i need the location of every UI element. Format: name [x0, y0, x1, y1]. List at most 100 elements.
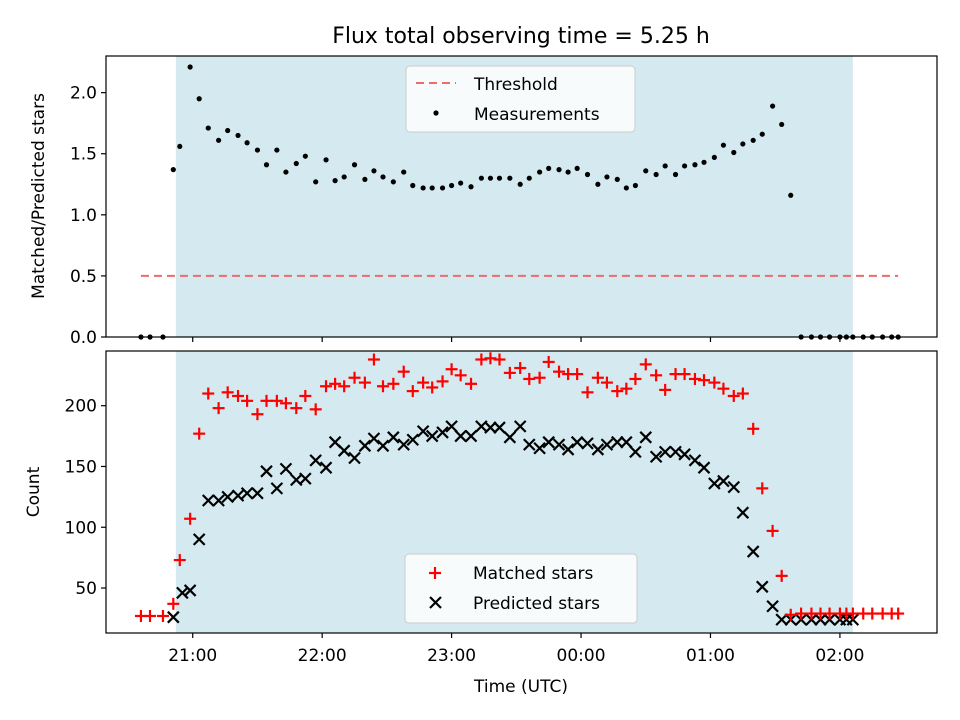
- measurement-point: [263, 162, 270, 168]
- measurement-point: [653, 171, 659, 178]
- matched-star-point: [678, 368, 691, 381]
- measurement-point: [496, 175, 503, 181]
- measurement-point: [681, 163, 688, 169]
- measurement-point: [643, 168, 649, 174]
- top-legend-box: [405, 65, 636, 133]
- matched-star-point: [173, 554, 186, 567]
- predicted-star-point: [260, 465, 273, 478]
- measurement-point: [274, 147, 280, 153]
- predicted-star-point: [611, 435, 624, 449]
- matched-star-point: [650, 369, 663, 382]
- x-tick-label: 01:00: [686, 646, 735, 666]
- predicted-star-point: [251, 486, 264, 500]
- measurement-point: [371, 168, 377, 174]
- matched-star-point: [320, 380, 333, 393]
- matched-star-point: [766, 524, 779, 537]
- predicted-star-point: [299, 472, 312, 485]
- predicted-star-point: [397, 438, 410, 451]
- measurement-point: [574, 165, 580, 171]
- bottom-y-tick-label: 200: [65, 397, 97, 417]
- measurement-point: [380, 174, 386, 180]
- predicted-star-point: [201, 494, 215, 507]
- measurement-point: [216, 137, 222, 143]
- measurement-point: [170, 167, 176, 173]
- top-y-tick-label: 0.5: [70, 267, 97, 287]
- measurement-point: [731, 149, 737, 156]
- matched-star-point: [299, 389, 312, 402]
- matched-star-point: [727, 389, 740, 402]
- predicted-star-point: [688, 454, 702, 467]
- measurement-point: [537, 169, 543, 175]
- top-axes-frame: [105, 55, 938, 338]
- matched-star-point: [348, 371, 361, 384]
- matched-star-point: [620, 382, 633, 395]
- matched-star-point: [212, 402, 225, 415]
- measurement-point: [362, 176, 368, 182]
- bottom-legend-box: [404, 553, 638, 624]
- matched-star-point: [144, 609, 157, 622]
- matched-star-point: [659, 383, 672, 396]
- matched-star-point: [736, 387, 749, 400]
- measurement-point: [420, 185, 426, 191]
- measurement-point: [517, 181, 523, 187]
- predicted-star-point: [620, 435, 633, 449]
- top-y-tick-label: 0.0: [70, 328, 97, 348]
- measurement-point: [711, 154, 717, 161]
- measurement-point: [770, 103, 776, 109]
- matched-star-point: [290, 402, 303, 415]
- matched-star-point: [184, 512, 197, 525]
- top-y-tick-label: 1.0: [70, 206, 97, 226]
- predicted-star-point: [717, 474, 730, 488]
- matched-star-point: [866, 607, 879, 620]
- predicted-star-point: [319, 461, 333, 474]
- matched-stars-series: [134, 352, 905, 622]
- matched-star-point: [571, 368, 584, 381]
- measurement-point: [595, 181, 601, 187]
- predicted-star-point: [348, 451, 361, 465]
- matched-star-point: [367, 353, 380, 366]
- predicted-star-point: [221, 490, 234, 504]
- predicted-star-point: [658, 445, 672, 459]
- measurement-point: [672, 171, 679, 178]
- predicted-star-point: [846, 613, 860, 626]
- matched-star-point: [270, 394, 283, 407]
- bottom-legend: Matched stars Predicted stars: [404, 553, 638, 624]
- chart-title: Flux total observing time = 5.25 h: [332, 24, 710, 49]
- measurement-point: [701, 159, 707, 165]
- measurement-point: [740, 141, 746, 147]
- measurement-point: [779, 121, 785, 128]
- predicted-star-point: [503, 431, 517, 444]
- matched-star-point: [167, 597, 180, 610]
- measurement-point: [341, 174, 347, 180]
- matched-star-point: [251, 408, 264, 421]
- predicted-star-point: [454, 429, 467, 443]
- predicted-star-point: [805, 613, 818, 626]
- bottom-y-tick-label: 150: [65, 457, 97, 477]
- predicted-star-point: [678, 448, 691, 461]
- matched-star-point: [436, 375, 449, 388]
- x-tick-label: 22:00: [298, 646, 347, 666]
- measurement-point: [662, 163, 668, 169]
- predicted-star-point: [533, 441, 546, 455]
- matched-star-point: [846, 607, 859, 620]
- predicted-star-point: [309, 454, 322, 467]
- predicted-star-point: [376, 439, 390, 453]
- measurement-point: [244, 140, 250, 146]
- matched-star-point: [193, 427, 206, 440]
- top-panel: 0.00.51.01.52.0 Matched/Predicted stars …: [29, 55, 938, 348]
- predicted-star-point: [493, 421, 506, 434]
- measurement-point: [759, 131, 765, 137]
- measurements-series: [138, 64, 901, 340]
- measurement-point: [478, 175, 484, 181]
- measurement-point: [468, 184, 474, 190]
- matched-star-point: [514, 362, 527, 375]
- measurement-point: [546, 165, 552, 171]
- legend-measurements-label: Measurements: [474, 105, 600, 125]
- matched-star-point: [629, 372, 642, 385]
- predicted-star-point: [746, 545, 760, 558]
- predicted-star-point: [513, 420, 527, 433]
- bottom-x-ticks: 21:00 22:00 23:00 00:00 01:00 02:00: [168, 633, 864, 666]
- matched-star-point: [784, 608, 797, 621]
- measurement-point: [507, 175, 513, 181]
